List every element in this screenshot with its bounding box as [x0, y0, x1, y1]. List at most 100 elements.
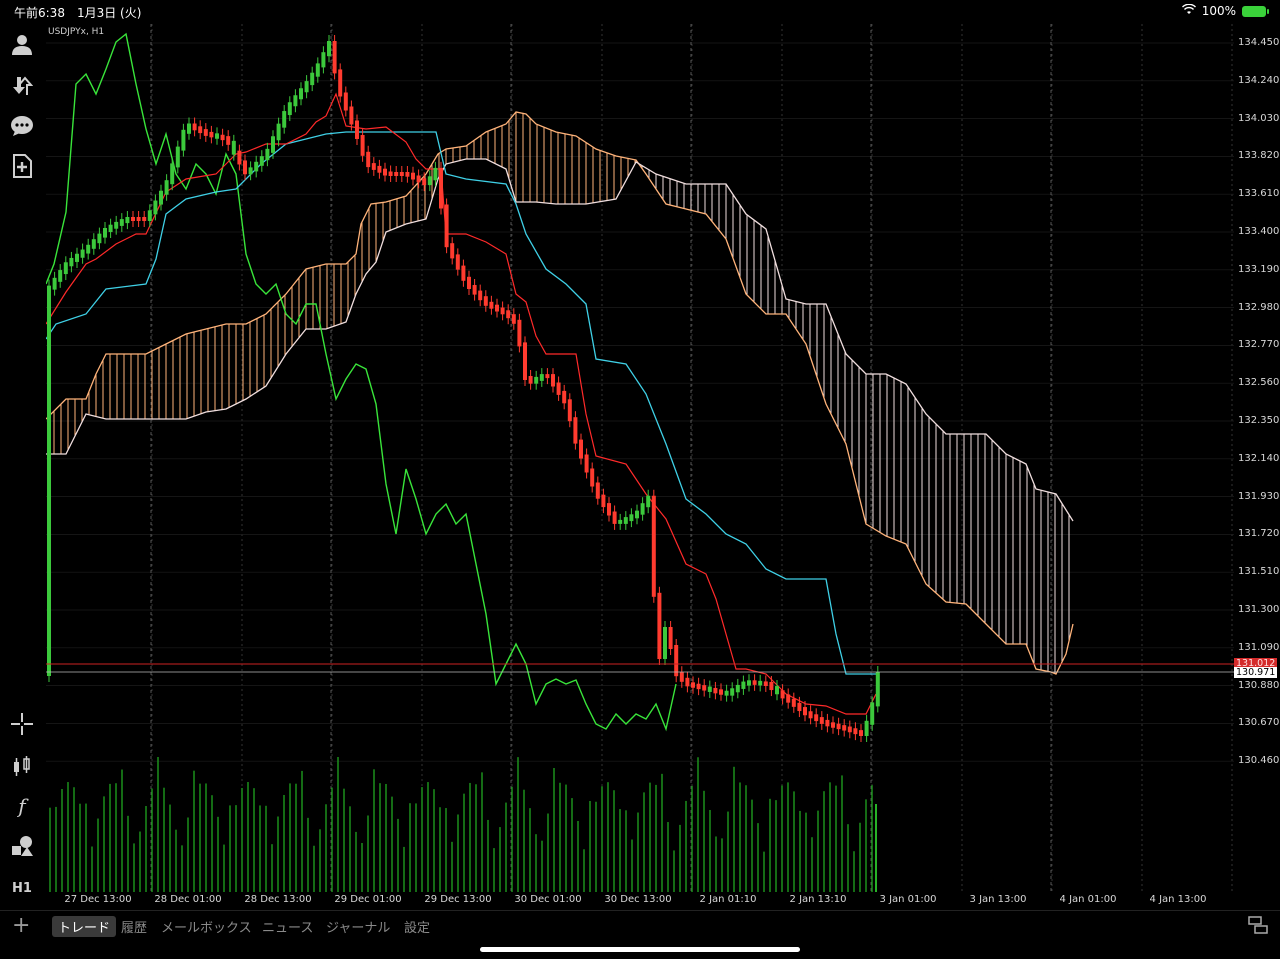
current-price-red: 131.012 — [1234, 658, 1278, 669]
candle-body — [388, 171, 393, 176]
candle-body — [444, 204, 449, 248]
candle-body — [192, 123, 197, 131]
candle-body — [136, 217, 141, 221]
tab-history[interactable]: 履歴 — [121, 921, 148, 936]
candle-body — [304, 81, 309, 93]
layout-icon[interactable] — [1248, 915, 1268, 935]
add-icon[interactable]: + — [12, 913, 31, 938]
candle-body — [467, 276, 471, 289]
candle-body — [254, 161, 259, 172]
candle-body — [640, 503, 645, 515]
candle-body — [411, 172, 415, 180]
candle-body — [567, 399, 572, 422]
candle-body — [651, 495, 656, 597]
candle-body — [534, 376, 539, 384]
candle-body — [416, 175, 421, 183]
candle-body — [836, 723, 841, 730]
tab-settings[interactable]: 設定 — [404, 921, 431, 936]
candle-body — [573, 417, 578, 444]
candle-body — [377, 165, 382, 173]
chat-icon[interactable] — [8, 112, 36, 140]
candle-body — [618, 519, 623, 524]
candle-body — [702, 685, 707, 691]
function-icon[interactable]: f — [18, 794, 26, 818]
candle-body — [808, 711, 813, 719]
candle-body — [248, 167, 253, 175]
price-chart[interactable] — [45, 24, 1234, 894]
candle-body — [366, 151, 371, 168]
candle-body — [590, 468, 595, 487]
candle-body — [63, 262, 68, 275]
candle-body — [495, 304, 499, 312]
price-label: 133.400 — [1238, 226, 1280, 237]
candle-body — [500, 307, 505, 315]
current-price-white: 130.971 — [1234, 667, 1278, 678]
candle-body — [685, 677, 690, 687]
candle-body — [439, 167, 443, 209]
candle-body — [131, 217, 135, 221]
candle-body — [422, 178, 427, 186]
candle-body — [282, 111, 287, 128]
indicators-icon[interactable] — [8, 752, 36, 780]
candle-body — [747, 680, 751, 686]
candle-body — [539, 374, 544, 381]
candle-body — [91, 239, 96, 249]
time-label: 27 Dec 13:00 — [64, 894, 132, 905]
candle-body — [657, 592, 662, 659]
candle-body — [175, 146, 180, 168]
crosshair-icon[interactable] — [8, 710, 36, 738]
candle-body — [47, 285, 51, 676]
price-label: 130.460 — [1238, 755, 1280, 767]
tab-journal[interactable]: ジャーナル — [326, 921, 391, 936]
candle-body — [483, 296, 488, 306]
new-order-icon[interactable] — [8, 152, 36, 180]
candle-body — [679, 672, 684, 682]
candle-body — [86, 244, 91, 254]
candle-body — [427, 176, 432, 186]
candle-body — [741, 681, 746, 689]
candle-body — [271, 136, 275, 153]
price-label: 133.820 — [1238, 150, 1280, 162]
candle-body — [719, 689, 723, 695]
candle-body — [405, 172, 410, 177]
chart-canvas — [45, 24, 1234, 894]
tab-news[interactable]: ニュース — [262, 921, 314, 936]
candle-body — [338, 69, 343, 97]
candle-body — [75, 253, 79, 262]
candle-body — [125, 217, 130, 224]
candle-body — [797, 702, 802, 712]
candle-body — [97, 233, 102, 244]
objects-icon[interactable] — [8, 832, 36, 860]
price-label: 131.930 — [1238, 490, 1280, 502]
candle-body — [769, 681, 774, 691]
candle-body — [579, 439, 583, 459]
candle-body — [707, 686, 712, 692]
candle-body — [842, 725, 847, 731]
time-label: 29 Dec 01:00 — [334, 894, 402, 905]
candle-body — [119, 219, 124, 226]
status-bar: 午前6:38 1月3日 (火) 100% — [0, 0, 1280, 22]
candle-body — [231, 140, 236, 155]
candle-body — [847, 726, 852, 733]
candle-body — [243, 160, 247, 175]
candle-body — [209, 131, 214, 138]
candle-body — [355, 120, 359, 139]
candle-body — [691, 682, 695, 688]
price-label: 131.720 — [1238, 528, 1280, 540]
deposit-icon[interactable] — [8, 72, 36, 100]
candle-body — [713, 687, 718, 694]
candle-body — [472, 285, 477, 295]
tab-mailbox[interactable]: メールボックス — [161, 921, 252, 936]
candle-body — [623, 517, 628, 524]
tab-trade[interactable]: トレード — [52, 916, 117, 937]
candle-body — [870, 702, 875, 725]
candle-body — [455, 254, 460, 270]
battery-icon — [1242, 5, 1269, 17]
candle-body — [327, 41, 331, 57]
timeframe-label[interactable]: H1 — [12, 880, 32, 896]
candle-body — [394, 172, 399, 176]
candle-body — [545, 374, 550, 379]
candle-body — [556, 382, 561, 395]
user-icon[interactable] — [8, 30, 36, 58]
candle-body — [237, 150, 242, 165]
